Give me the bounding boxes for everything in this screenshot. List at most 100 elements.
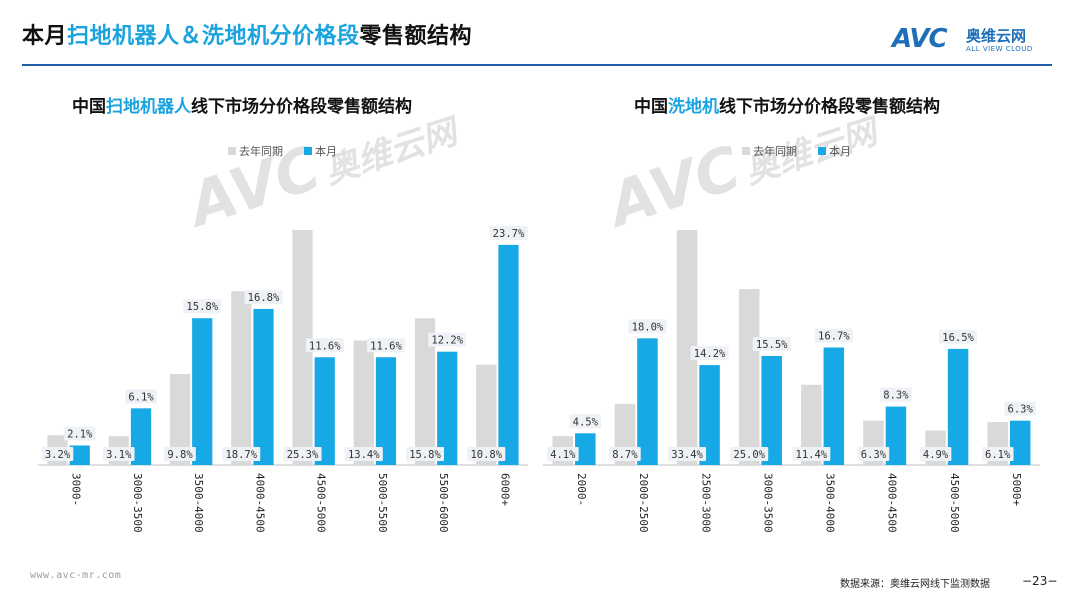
data-label-last-year: 3.2% <box>45 449 71 461</box>
data-label-last-year-bg <box>283 447 322 461</box>
data-label-last-year-bg <box>981 447 1014 461</box>
data-label-last-year-bg <box>547 447 579 461</box>
data-label-last-year: 33.4% <box>671 449 703 461</box>
x-tick-label: 2500-3000 <box>699 473 712 533</box>
avc-logo: AVC 奥维云网 ALL VIEW CLOUD <box>892 24 1062 58</box>
chart-title-sweeper-pre: 中国 <box>72 97 106 117</box>
bar-this-month <box>69 445 90 465</box>
x-tick-label: 5000+ <box>1010 473 1023 506</box>
x-tick-label: 5000-5500 <box>376 473 389 533</box>
data-label-last-year: 3.1% <box>106 449 132 461</box>
data-label-last-year-bg <box>467 447 506 461</box>
bar-this-month <box>761 355 782 465</box>
data-label-this-month-bg <box>880 387 912 402</box>
data-label-this-month: 11.6% <box>309 340 341 352</box>
bar-this-month <box>253 308 274 465</box>
data-label-this-month-bg <box>366 338 405 353</box>
chart-title-washer-post: 线下市场分价格段零售额结构 <box>719 97 940 117</box>
data-label-this-month-bg <box>628 319 667 334</box>
data-label-last-year: 9.8% <box>167 449 193 461</box>
chart-title-sweeper: 中国扫地机器人线下市场分价格段零售额结构 <box>72 92 412 117</box>
data-label-this-month-bg <box>814 328 853 343</box>
data-label-this-month: 6.1% <box>128 391 154 403</box>
data-label-last-year: 13.4% <box>348 449 380 461</box>
data-label-this-month-bg <box>1004 401 1036 416</box>
x-tick-label: 4500-5000 <box>315 473 328 533</box>
legend-label-last-year: 去年同期 <box>753 144 797 158</box>
x-tick-label: 4500-5000 <box>948 473 961 533</box>
data-label-last-year: 6.1% <box>985 449 1011 461</box>
page-number: −23− <box>1022 574 1058 588</box>
bar-this-month <box>947 348 969 465</box>
footer-source: 数据来源：奥维云网线下监测数据 <box>840 579 990 590</box>
chart-title-washer-highlight: 洗地机 <box>668 97 719 117</box>
data-label-this-month: 16.7% <box>818 331 850 343</box>
title-rule <box>22 64 1052 66</box>
x-tick-label: 2000-2500 <box>637 473 650 533</box>
bar-this-month <box>637 338 658 465</box>
data-label-this-month-bg <box>939 329 978 344</box>
data-label-last-year: 6.3% <box>861 449 887 461</box>
data-label-last-year: 25.0% <box>733 449 765 461</box>
data-label-last-year-bg <box>857 447 890 461</box>
bar-last-year <box>292 230 313 465</box>
logo-en: ALL VIEW CLOUD <box>966 45 1033 53</box>
chart-title-washer: 中国洗地机线下市场分价格段零售额结构 <box>634 92 940 117</box>
bar-this-month <box>437 351 458 465</box>
data-label-this-month-bg <box>244 289 283 304</box>
data-label-last-year: 4.1% <box>550 449 576 461</box>
bar-this-month <box>314 357 335 465</box>
bar-last-year <box>353 340 374 465</box>
data-label-this-month: 16.8% <box>248 292 280 304</box>
legend-swatch-last-year <box>742 147 750 155</box>
bar-this-month <box>575 433 596 465</box>
bar-this-month <box>498 244 519 465</box>
logo-cn: 奥维云网 <box>966 27 1027 45</box>
chart-title-sweeper-highlight: 扫地机器人 <box>106 97 191 117</box>
x-tick-label: 5500-6000 <box>437 473 450 533</box>
data-label-this-month: 11.6% <box>370 340 402 352</box>
bar-last-year <box>169 373 191 465</box>
data-label-last-year-bg <box>730 447 769 461</box>
data-label-this-month: 15.8% <box>186 301 218 313</box>
data-label-last-year-bg <box>344 447 383 461</box>
data-label-this-month: 16.5% <box>942 332 974 344</box>
chart-title-sweeper-post: 线下市场分价格段零售额结构 <box>191 97 412 117</box>
page-title-pre: 本月 <box>22 24 68 49</box>
bar-last-year <box>676 230 698 465</box>
data-label-this-month: 15.5% <box>756 339 788 351</box>
data-label-last-year: 10.8% <box>470 449 502 461</box>
bar-this-month <box>1009 420 1031 465</box>
data-label-last-year: 18.7% <box>225 449 257 461</box>
data-label-last-year-bg <box>222 447 261 461</box>
chart-title-washer-pre: 中国 <box>634 97 668 117</box>
data-label-last-year: 15.8% <box>409 449 441 461</box>
bar-this-month <box>192 318 213 465</box>
data-label-this-month-bg <box>63 426 96 441</box>
bar-last-year <box>231 291 252 465</box>
x-tick-label: 4000-4500 <box>886 473 899 533</box>
data-label-this-month: 14.2% <box>694 348 726 360</box>
page-title-highlight: 扫地机器人＆洗地机分价格段 <box>67 24 360 49</box>
x-tick-label: 3500-4000 <box>192 473 205 533</box>
legend-swatch-last-year <box>228 147 236 155</box>
data-label-this-month-bg <box>428 332 467 347</box>
page-title: 本月扫地机器人＆洗地机分价格段零售额结构 <box>22 18 472 50</box>
data-label-this-month: 4.5% <box>573 416 599 428</box>
page-title-post: 零售额结构 <box>359 24 473 49</box>
x-tick-label: 4000-4500 <box>253 473 266 533</box>
bar-last-year <box>801 384 822 465</box>
bar-this-month <box>699 365 720 465</box>
data-label-this-month-bg <box>569 414 602 429</box>
x-tick-label: 6000+ <box>498 473 511 506</box>
data-label-last-year: 4.9% <box>923 449 949 461</box>
x-tick-label: 3000-3500 <box>131 473 144 533</box>
data-label-last-year: 25.3% <box>287 449 319 461</box>
data-label-last-year-bg <box>668 447 707 461</box>
data-label-this-month-bg <box>183 299 222 314</box>
data-label-this-month-bg <box>125 389 157 404</box>
legend-label-last-year: 去年同期 <box>239 144 283 158</box>
data-label-this-month: 2.1% <box>67 428 93 440</box>
data-label-last-year-bg <box>919 447 952 461</box>
data-label-this-month-bg <box>305 338 344 353</box>
